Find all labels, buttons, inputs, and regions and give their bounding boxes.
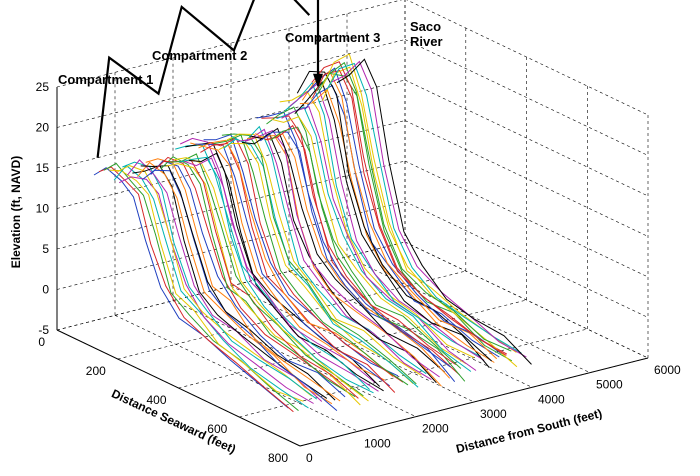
z-axis-label: Elevation (ft, NAVD): [9, 156, 23, 268]
compartment-zigzag: [96, 0, 311, 158]
profile-line: [137, 161, 333, 405]
grid-line: [172, 300, 417, 417]
profile-line: [127, 159, 323, 402]
river-arrow-head: [313, 73, 323, 88]
grid-line: [404, 241, 649, 359]
x-tick-label: 0: [38, 335, 45, 349]
profile-line: [109, 169, 304, 402]
z-tick-label: 25: [36, 80, 50, 94]
annotation-saco-river-line: River: [410, 34, 443, 49]
profile-line: [168, 153, 364, 397]
y-tick-label: 1000: [364, 436, 391, 450]
profiles: [93, 53, 532, 413]
y-tick-label: 2000: [422, 422, 449, 436]
y-tick-label: 4000: [538, 392, 565, 406]
profile-line: [299, 88, 495, 363]
grid-line: [406, 0, 649, 116]
grid-line: [230, 285, 475, 403]
profile-line: [236, 128, 432, 381]
compartment-outline: [96, 0, 323, 158]
z-tick-label: 20: [36, 121, 50, 135]
profile-line: [118, 176, 314, 404]
profile-line: [301, 70, 498, 360]
y-axis-label: Distance from South (feet): [455, 406, 604, 456]
z-tick-label: 15: [36, 161, 50, 175]
profile-line: [160, 156, 356, 398]
profile-line: [255, 133, 451, 379]
profile-line: [316, 61, 512, 352]
grid: [56, 0, 649, 447]
profile-line: [266, 106, 462, 369]
grid-line: [114, 315, 359, 432]
profile-line: [190, 142, 385, 381]
profile-line: [132, 165, 328, 399]
profile-line: [316, 72, 513, 362]
profile-line: [117, 165, 313, 397]
profile-line: [322, 66, 518, 368]
profile-line: [175, 144, 370, 390]
profile-line: [311, 61, 507, 356]
profile-line: [103, 162, 299, 411]
profile-line: [93, 167, 289, 409]
y-tick-label: 3000: [480, 407, 507, 421]
profile-line: [198, 139, 394, 377]
profile-line: [218, 142, 414, 384]
z-tick-label: 10: [36, 202, 50, 216]
profile-line: [221, 133, 417, 385]
profile-line: [331, 60, 527, 358]
profile-line: [256, 111, 452, 368]
y-tick-label: 0: [306, 451, 313, 465]
profile-line: [296, 70, 493, 362]
profile-line: [226, 133, 422, 376]
annotation-saco-river-line: Saco: [410, 19, 441, 34]
profile-line: [321, 53, 517, 353]
x-axis-line: [56, 329, 301, 447]
grid-line: [404, 201, 649, 318]
x-tick-label: 600: [207, 422, 227, 436]
profile-line: [183, 157, 379, 392]
profile-line: [279, 90, 475, 359]
profile-line: [200, 142, 396, 393]
x-tick-label: 800: [268, 451, 288, 465]
profile-line: [270, 126, 466, 382]
profile-line: [113, 164, 309, 409]
profile-line: [271, 116, 467, 365]
z-tick-label: 0: [42, 283, 49, 297]
profile-line: [311, 69, 508, 355]
profile-line: [150, 160, 346, 398]
profile-line: [178, 156, 374, 394]
profile-line: [140, 165, 336, 401]
profile-line: [260, 131, 456, 383]
y-tick-label: 5000: [596, 378, 623, 392]
y-tick-label: 6000: [654, 363, 681, 377]
z-tick-label: 5: [42, 242, 49, 256]
profile-line: [336, 58, 532, 365]
profile-line: [208, 137, 404, 383]
profile-line: [213, 134, 409, 386]
x-tick-label: 400: [146, 393, 166, 407]
z-tick-label: -5: [38, 323, 49, 337]
annotation-saco-river: Saco River: [410, 19, 443, 49]
y-axis-line: [299, 357, 649, 447]
x-tick-label: 200: [86, 364, 106, 378]
annotation-compartment-2: Compartment 2: [152, 48, 247, 63]
profile-line: [281, 105, 477, 371]
profile-line: [179, 137, 375, 383]
profile-line: [284, 81, 480, 357]
profile-line: [98, 166, 294, 413]
grid-line: [404, 39, 649, 156]
profile-line: [142, 169, 338, 411]
profile-line: [326, 62, 522, 354]
profile-line: [245, 129, 440, 378]
annotation-compartment-1: Compartment 1: [58, 72, 153, 87]
annotation-compartment-3: Compartment 3: [285, 30, 380, 45]
